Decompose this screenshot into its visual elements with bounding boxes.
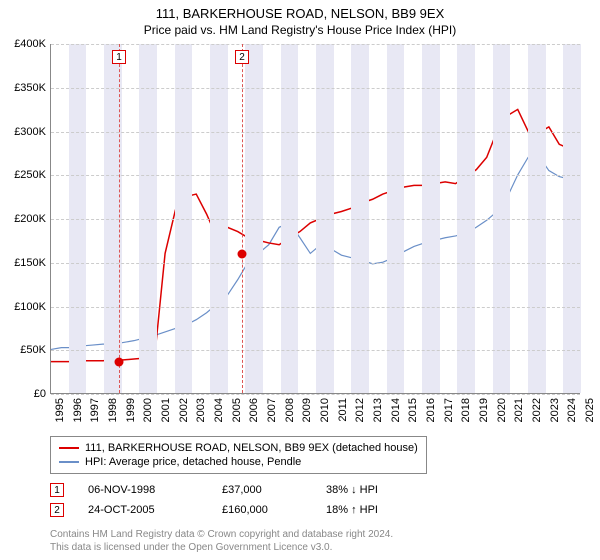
y-tick-label: £400K bbox=[6, 38, 46, 50]
gridline bbox=[51, 88, 580, 89]
x-tick-label: 2011 bbox=[337, 398, 349, 422]
legend-label: 111, BARKERHOUSE ROAD, NELSON, BB9 9EX (… bbox=[85, 442, 418, 454]
x-tick-label: 2019 bbox=[478, 398, 490, 422]
legend-label: HPI: Average price, detached house, Pend… bbox=[85, 456, 301, 468]
gridline bbox=[51, 350, 580, 351]
sale-point-marker bbox=[115, 357, 124, 366]
x-tick-label: 2006 bbox=[248, 398, 260, 422]
x-tick-label: 1996 bbox=[72, 398, 84, 422]
sale-date: 24-OCT-2005 bbox=[88, 504, 198, 516]
sale-number-box: 2 bbox=[50, 503, 64, 517]
x-tick-label: 2023 bbox=[549, 398, 561, 422]
y-tick-label: £350K bbox=[6, 82, 46, 94]
y-tick-label: £0 bbox=[6, 388, 46, 400]
x-tick-label: 2014 bbox=[390, 398, 402, 422]
sale-number-marker: 1 bbox=[112, 50, 126, 64]
x-tick-label: 2009 bbox=[301, 398, 313, 422]
x-tick-label: 1997 bbox=[89, 398, 101, 422]
x-tick-label: 2012 bbox=[354, 398, 366, 422]
sale-number-marker: 2 bbox=[235, 50, 249, 64]
sale-vline bbox=[242, 44, 243, 393]
x-tick-label: 2025 bbox=[584, 398, 596, 422]
gridline bbox=[51, 307, 580, 308]
chart-title: 111, BARKERHOUSE ROAD, NELSON, BB9 9EX bbox=[0, 0, 600, 21]
y-tick-label: £100K bbox=[6, 301, 46, 313]
x-tick-label: 2020 bbox=[496, 398, 508, 422]
y-tick-label: £150K bbox=[6, 257, 46, 269]
x-tick-label: 2004 bbox=[213, 398, 225, 422]
x-tick-label: 2021 bbox=[513, 398, 525, 422]
plot-area: 12 bbox=[50, 44, 580, 394]
footer-line: Contains HM Land Registry data © Crown c… bbox=[50, 528, 393, 541]
gridline bbox=[51, 44, 580, 45]
x-tick-label: 2016 bbox=[425, 398, 437, 422]
sale-vline bbox=[119, 44, 120, 393]
sale-price: £37,000 bbox=[222, 484, 302, 496]
x-tick-label: 2000 bbox=[142, 398, 154, 422]
chart-subtitle: Price paid vs. HM Land Registry's House … bbox=[0, 21, 600, 41]
gridline bbox=[51, 219, 580, 220]
x-tick-label: 2008 bbox=[284, 398, 296, 422]
x-tick-label: 1999 bbox=[125, 398, 137, 422]
sales-table: 1 06-NOV-1998 £37,000 38% ↓ HPI 2 24-OCT… bbox=[50, 480, 426, 520]
legend-box: 111, BARKERHOUSE ROAD, NELSON, BB9 9EX (… bbox=[50, 436, 427, 474]
y-tick-label: £50K bbox=[6, 344, 46, 356]
legend-item: HPI: Average price, detached house, Pend… bbox=[59, 455, 418, 469]
x-tick-label: 2005 bbox=[231, 398, 243, 422]
legend-item: 111, BARKERHOUSE ROAD, NELSON, BB9 9EX (… bbox=[59, 441, 418, 455]
y-tick-label: £250K bbox=[6, 169, 46, 181]
gridline bbox=[51, 132, 580, 133]
footer-attribution: Contains HM Land Registry data © Crown c… bbox=[50, 528, 393, 554]
x-tick-label: 2018 bbox=[460, 398, 472, 422]
gridline bbox=[51, 263, 580, 264]
x-tick-label: 2003 bbox=[195, 398, 207, 422]
footer-line: This data is licensed under the Open Gov… bbox=[50, 541, 393, 554]
x-tick-label: 2002 bbox=[178, 398, 190, 422]
gridline bbox=[51, 394, 580, 395]
sale-point-marker bbox=[237, 250, 246, 259]
sale-price: £160,000 bbox=[222, 504, 302, 516]
y-tick-label: £300K bbox=[6, 126, 46, 138]
x-tick-label: 2013 bbox=[372, 398, 384, 422]
sales-row: 2 24-OCT-2005 £160,000 18% ↑ HPI bbox=[50, 500, 426, 520]
y-tick-label: £200K bbox=[6, 213, 46, 225]
x-tick-label: 2022 bbox=[531, 398, 543, 422]
chart-container: 111, BARKERHOUSE ROAD, NELSON, BB9 9EX P… bbox=[0, 0, 600, 560]
x-tick-label: 2010 bbox=[319, 398, 331, 422]
sale-number-box: 1 bbox=[50, 483, 64, 497]
x-tick-label: 2001 bbox=[160, 398, 172, 422]
x-tick-label: 2015 bbox=[407, 398, 419, 422]
x-tick-label: 2017 bbox=[443, 398, 455, 422]
sale-delta: 38% ↓ HPI bbox=[326, 484, 426, 496]
sales-row: 1 06-NOV-1998 £37,000 38% ↓ HPI bbox=[50, 480, 426, 500]
x-tick-label: 2007 bbox=[266, 398, 278, 422]
sale-delta: 18% ↑ HPI bbox=[326, 504, 426, 516]
sale-date: 06-NOV-1998 bbox=[88, 484, 198, 496]
legend-swatch bbox=[59, 447, 79, 449]
x-tick-label: 2024 bbox=[566, 398, 578, 422]
gridline bbox=[51, 175, 580, 176]
x-tick-label: 1995 bbox=[54, 398, 66, 422]
x-tick-label: 1998 bbox=[107, 398, 119, 422]
legend-swatch bbox=[59, 461, 79, 463]
